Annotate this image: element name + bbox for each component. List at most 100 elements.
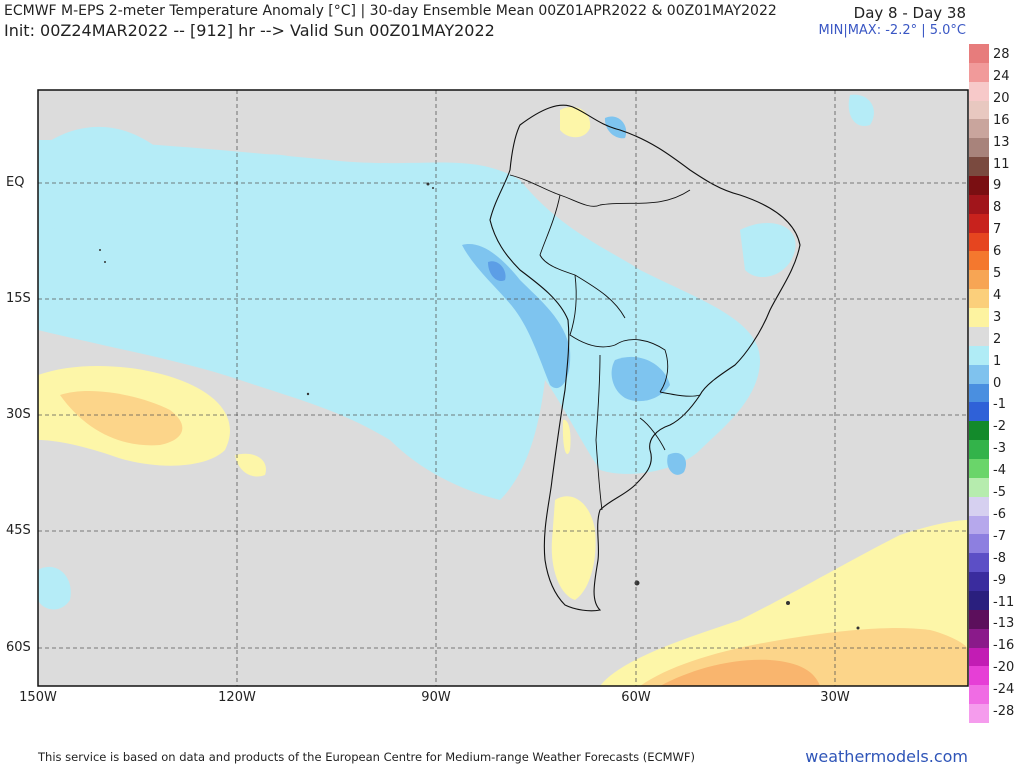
- colorbar-swatch: [969, 421, 989, 441]
- colorbar-swatch: [969, 62, 989, 83]
- colorbar-label: -24: [993, 682, 1015, 698]
- cool-anomaly-region: [38, 140, 760, 500]
- colorbar-label: 3: [993, 309, 1002, 325]
- colorbar-label: 7: [993, 222, 1002, 238]
- colorbar-label: -1: [993, 397, 1006, 413]
- ecmwf-credit: This service is based on data and produc…: [38, 750, 695, 764]
- colorbar-swatch: [969, 213, 989, 234]
- lon-label-120w: 120W: [218, 690, 256, 705]
- colorbar-label: 16: [993, 112, 1010, 128]
- colorbar-legend: 28 24 20 16 13 11 9 8 7 6 5 4 3 2 1 0 -1 -2 -3 -4 -5 -6 -7 -8 -9…: [969, 44, 1024, 724]
- colorbar-swatch: [969, 496, 989, 517]
- colorbar-label: -8: [993, 550, 1006, 566]
- colorbar-swatch: [969, 383, 989, 403]
- colorbar-swatch: [969, 326, 989, 347]
- colorbar-label: 4: [993, 287, 1002, 303]
- colorbar-label: 28: [993, 47, 1010, 62]
- colorbar-swatch: [969, 138, 989, 158]
- lon-label-90w: 90W: [421, 690, 451, 705]
- colorbar-swatch: [969, 647, 989, 667]
- colorbar-label: -2: [993, 419, 1006, 435]
- colorbar-swatch: [969, 704, 989, 724]
- colorbar-label: -4: [993, 463, 1006, 479]
- lat-label-15s: 15S: [6, 291, 31, 306]
- colorbar-label: -5: [993, 485, 1006, 501]
- warm-anomaly-pacific-core: [60, 390, 183, 446]
- warm-anomaly-chile: [562, 419, 571, 455]
- colorbar-swatch: [969, 628, 989, 649]
- colorbar-swatch: [969, 270, 989, 290]
- cool-anomaly-north: [38, 126, 380, 230]
- south-america-coastline: [489, 104, 801, 612]
- min-max-readout: MIN|MAX: -2.2° | 5.0°C: [818, 23, 966, 38]
- warm-anomaly-patagonia: [551, 496, 596, 600]
- colorbar-swatch: [969, 534, 989, 554]
- colorbar-swatch: [969, 477, 989, 498]
- colorbar-label: 20: [993, 90, 1010, 106]
- colorbar-swatch: [969, 364, 989, 384]
- colorbar-swatch: [969, 402, 989, 422]
- graticule: [38, 90, 968, 686]
- colorbar-label: -16: [993, 638, 1015, 654]
- colorbar-label: -20: [993, 660, 1015, 676]
- colorbar-swatch: [969, 458, 989, 479]
- colorbar-label: 13: [993, 134, 1010, 150]
- colorbar-label: -11: [993, 594, 1015, 610]
- colorbar-label: 2: [993, 331, 1002, 347]
- colorbar-swatch: [969, 176, 989, 196]
- colorbar-label: -28: [993, 704, 1015, 720]
- cool-anomaly-ecuador: [488, 261, 506, 282]
- colorbar-swatch: [969, 157, 989, 177]
- cool-anomaly-sw-patch: [38, 566, 71, 610]
- colorbar-swatch: [969, 553, 989, 573]
- colorbar-label: -9: [993, 572, 1006, 588]
- cool-anomaly-paraguay: [611, 356, 670, 402]
- warm-anomaly-colombia: [560, 106, 591, 138]
- map-frame: [37, 89, 969, 687]
- colorbar-swatch: [969, 100, 989, 120]
- colorbar-label: 6: [993, 244, 1002, 260]
- cool-anomaly-uruguay: [667, 452, 687, 475]
- colorbar-label: 11: [993, 156, 1010, 172]
- colorbar-swatch: [969, 232, 989, 252]
- site-link[interactable]: weathermodels.com: [805, 747, 968, 766]
- lat-label-45s: 45S: [6, 523, 31, 538]
- colorbar-swatch: [969, 572, 989, 592]
- colorbar-swatch: [969, 515, 989, 535]
- islands: [99, 182, 860, 630]
- warm-anomaly-pacific-tail: [235, 453, 266, 477]
- cool-anomaly-brazil: [740, 222, 796, 278]
- colorbar-swatch: [969, 308, 989, 328]
- colorbar-swatch: [969, 685, 989, 705]
- colorbar-label: -6: [993, 506, 1006, 522]
- lat-label-eq: EQ: [6, 175, 25, 190]
- colorbar-label: -13: [993, 616, 1015, 632]
- colorbar-swatch: [969, 194, 989, 215]
- lat-label-30s: 30S: [6, 407, 31, 422]
- lon-label-60w: 60W: [621, 690, 651, 705]
- colorbar-swatch: [969, 440, 989, 460]
- colorbar-swatch: [969, 345, 989, 366]
- colorbar-label: 0: [993, 375, 1002, 391]
- country-borders: [509, 174, 701, 511]
- colorbar-swatch: [969, 590, 989, 611]
- forecast-range: Day 8 - Day 38: [853, 4, 966, 22]
- cool-anomaly-atlantic-patch: [848, 94, 874, 126]
- lat-label-60s: 60S: [6, 640, 31, 655]
- colorbar-label: 5: [993, 266, 1002, 282]
- colorbar-swatch: [969, 81, 989, 102]
- warm-anomaly-atlantic-core: [660, 659, 820, 686]
- colorbar-label: 1: [993, 353, 1002, 369]
- colorbar-label: 8: [993, 200, 1002, 216]
- cool-anomaly-venezuela: [604, 116, 627, 139]
- colorbar-label: -3: [993, 441, 1006, 457]
- colorbar-swatch: [969, 44, 989, 64]
- cool-anomaly-peru: [462, 244, 571, 389]
- colorbar-swatch: [969, 251, 989, 271]
- colorbar-swatch: [969, 609, 989, 630]
- colorbar-label: -7: [993, 528, 1006, 544]
- colorbar-label: 24: [993, 68, 1010, 84]
- map-subtitle: Init: 00Z24MAR2022 -- [912] hr --> Valid…: [4, 21, 495, 40]
- colorbar-swatch: [969, 289, 989, 309]
- map-title: ECMWF M-EPS 2-meter Temperature Anomaly …: [4, 3, 777, 19]
